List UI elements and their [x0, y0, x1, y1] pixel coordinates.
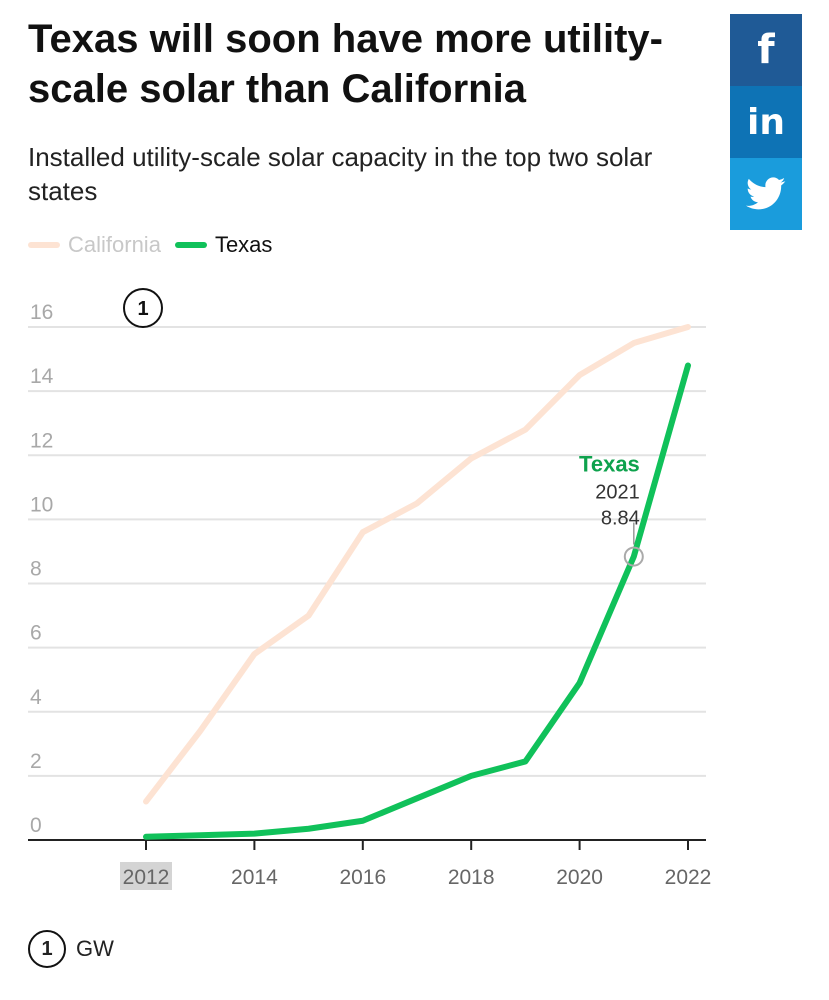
legend-label-california: California [68, 232, 161, 257]
share-bar: f in [730, 14, 802, 230]
x-tick-highlight [120, 862, 172, 890]
annotation-series-label: Texas [579, 452, 640, 477]
y-axis-ticks: 0 2 4 6 8 10 12 14 16 [30, 301, 54, 837]
y-tick-label: 16 [30, 301, 53, 324]
x-axis-ticks: 2012 2014 2016 2018 2020 2022 [120, 840, 711, 890]
x-tick-label: 2020 [556, 866, 603, 889]
legend-swatch-california [28, 242, 60, 248]
chart-legend: California Texas [28, 232, 286, 258]
footnote-text: GW [76, 936, 114, 961]
linkedin-share-button[interactable]: in [730, 86, 802, 158]
x-tick-label: 2022 [665, 866, 712, 889]
twitter-bird-icon [746, 177, 786, 210]
twitter-share-button[interactable] [730, 158, 802, 230]
footnote-marker-circle [123, 288, 163, 328]
y-tick-label: 0 [30, 814, 42, 837]
linkedin-icon: in [747, 101, 785, 143]
footnote: 1 GW [28, 930, 114, 968]
series-lines [143, 324, 691, 840]
y-tick-label: 14 [30, 365, 54, 388]
footnote-marker: 1 [28, 930, 66, 968]
annotation-year-label: 2021 [595, 482, 640, 504]
facebook-icon: f [757, 27, 775, 73]
legend-item-texas[interactable]: Texas [174, 232, 273, 258]
gridlines [28, 326, 706, 841]
y-tick-label: 4 [30, 686, 42, 709]
y-tick-label: 2 [30, 750, 42, 773]
chart-title: Texas will soon have more utility-scale … [28, 17, 663, 111]
series-line-texas [143, 362, 691, 840]
y-tick-label: 10 [30, 493, 53, 516]
x-tick-label: 2014 [231, 866, 278, 889]
y-tick-label: 8 [30, 558, 42, 581]
legend-item-california[interactable]: California [28, 232, 161, 258]
footnote-marker-label: 1 [137, 298, 148, 320]
x-tick-label: 2012 [123, 866, 170, 889]
annotation-value-label: 8.84 [601, 508, 640, 530]
x-tick-label: 2016 [339, 866, 386, 889]
annotation-layer: 1 Texas 2021 8.84 [123, 288, 644, 567]
x-tick-label: 2018 [448, 866, 495, 889]
legend-label-texas: Texas [214, 232, 273, 257]
legend-swatch-texas [174, 242, 207, 248]
line-chart: 0 2 4 6 8 10 12 14 16 2012 2014 2016 2018 2020 2022 1… [28, 288, 711, 890]
highlight-point [623, 546, 644, 567]
y-tick-label: 12 [30, 429, 53, 452]
facebook-share-button[interactable]: f [730, 14, 802, 86]
y-tick-label: 6 [30, 622, 42, 645]
chart-subtitle: Installed utility-scale solar capacity i… [28, 142, 653, 206]
series-line-california [143, 324, 691, 805]
